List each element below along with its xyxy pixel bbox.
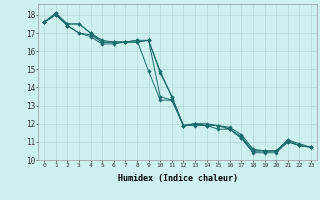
X-axis label: Humidex (Indice chaleur): Humidex (Indice chaleur) [118,174,238,183]
